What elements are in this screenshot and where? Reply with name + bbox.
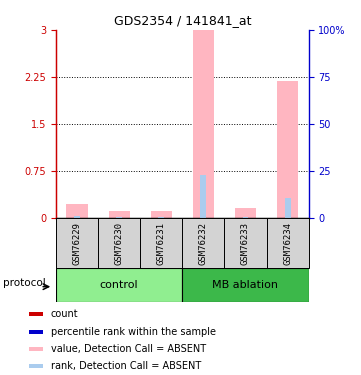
Bar [140, 217, 182, 268]
Bar [29, 364, 43, 368]
Bar [284, 198, 291, 217]
Text: MB ablation: MB ablation [213, 280, 278, 290]
Bar [151, 211, 172, 217]
Text: GSM76231: GSM76231 [157, 222, 166, 264]
Text: rank, Detection Call = ABSENT: rank, Detection Call = ABSENT [51, 362, 201, 371]
Bar [182, 268, 309, 302]
Text: GSM76233: GSM76233 [241, 222, 250, 264]
Bar [193, 30, 214, 217]
Title: GDS2354 / 141841_at: GDS2354 / 141841_at [114, 15, 251, 27]
Bar [56, 268, 182, 302]
Bar [235, 208, 256, 218]
Bar [29, 330, 43, 334]
Bar [225, 217, 266, 268]
Bar [56, 217, 98, 268]
Text: protocol: protocol [3, 278, 45, 288]
Text: value, Detection Call = ABSENT: value, Detection Call = ABSENT [51, 344, 206, 354]
Text: GSM76229: GSM76229 [73, 222, 82, 264]
Bar [29, 347, 43, 351]
Bar [74, 216, 80, 217]
Bar [182, 217, 225, 268]
Text: count: count [51, 309, 78, 319]
Bar [277, 81, 298, 218]
Text: GSM76234: GSM76234 [283, 222, 292, 264]
Bar [109, 211, 130, 217]
Bar [98, 217, 140, 268]
Bar [66, 204, 87, 218]
Bar [200, 175, 206, 217]
Text: GSM76232: GSM76232 [199, 222, 208, 264]
Text: GSM76230: GSM76230 [115, 222, 123, 264]
Text: control: control [100, 280, 138, 290]
Bar [266, 217, 309, 268]
Bar [29, 312, 43, 316]
Text: percentile rank within the sample: percentile rank within the sample [51, 327, 216, 337]
